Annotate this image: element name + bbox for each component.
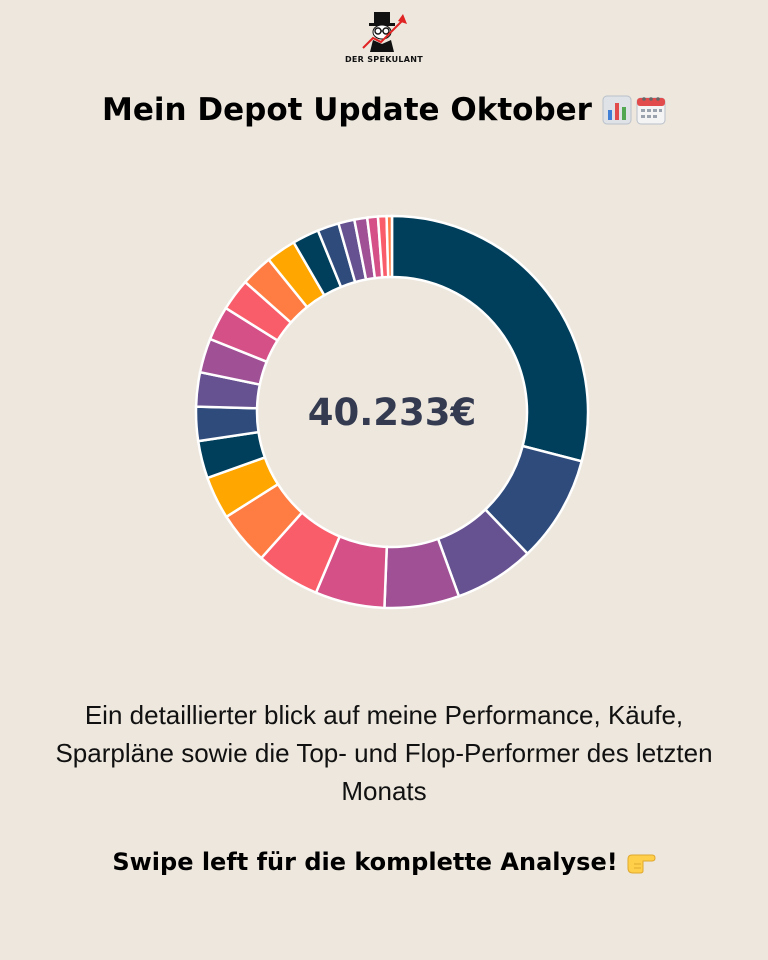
brand-name: DER SPEKULANT <box>344 55 424 64</box>
swipe-cta: Swipe left für die komplette Analyse! <box>0 848 768 876</box>
brand-logo: DER SPEKULANT <box>0 8 768 64</box>
description-line: Sparpläne sowie die Top- und Flop-Perfor… <box>55 738 713 768</box>
page-title: Mein Depot Update Oktober <box>0 92 768 128</box>
calendar-emoji-icon <box>636 97 666 125</box>
title-icons <box>602 95 666 125</box>
donut-slice <box>385 214 394 279</box>
spekulant-logo-icon <box>362 12 407 52</box>
description-line: Ein detaillierter blick auf meine Perfor… <box>84 700 684 730</box>
donut-chart: 40.233€ <box>192 212 592 612</box>
donut-chart-svg <box>194 214 590 610</box>
swipe-cta-text: Swipe left für die komplette Analyse! <box>112 848 618 876</box>
page-title-text: Mein Depot Update Oktober <box>102 92 592 128</box>
description-line: Monats <box>341 776 427 806</box>
pointing-right-emoji-icon <box>627 854 656 874</box>
bar-chart-emoji-icon <box>602 95 632 125</box>
description: Ein detaillierter blick auf meine Perfor… <box>0 696 768 810</box>
donut-slice <box>390 214 590 463</box>
